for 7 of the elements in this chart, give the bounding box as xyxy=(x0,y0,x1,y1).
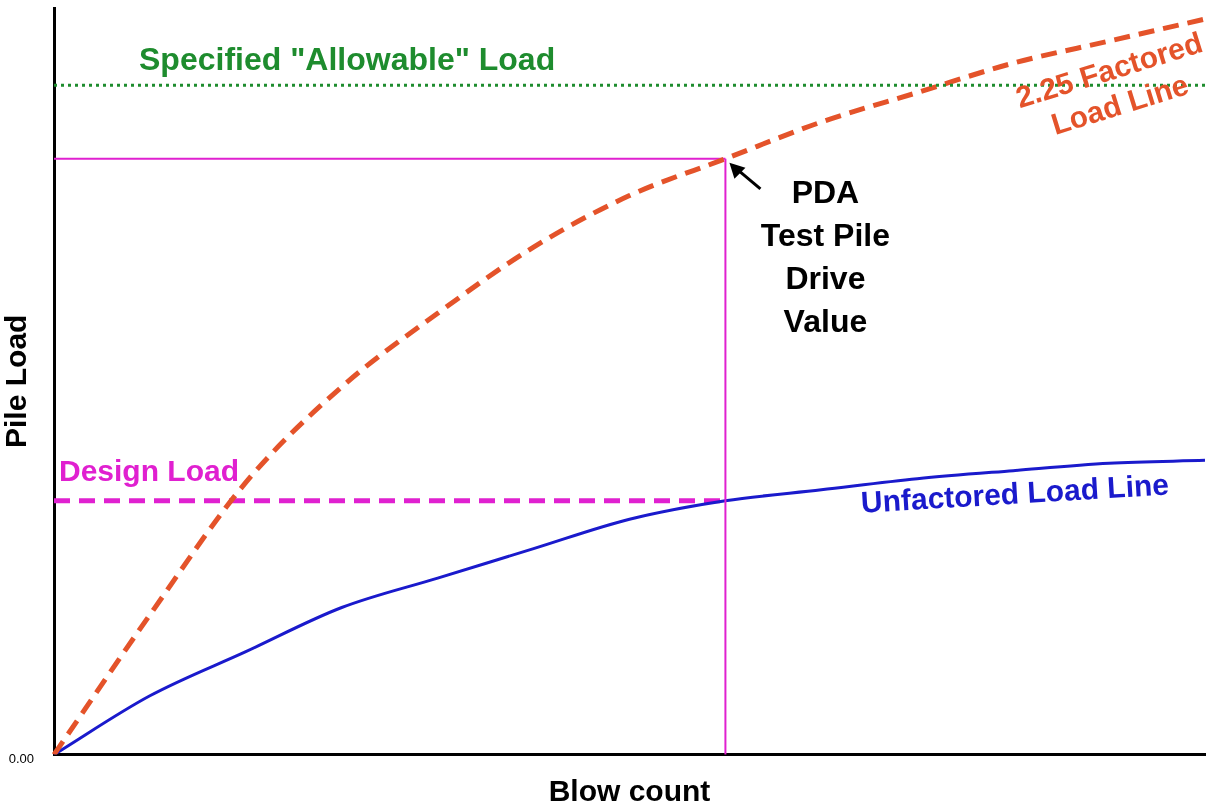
ref-line-label: Specified "Allowable" Load xyxy=(139,41,556,78)
series-label: Unfactored Load Line xyxy=(859,467,1170,519)
series-label: Design Load xyxy=(58,454,240,488)
y-axis-title: Pile Load xyxy=(0,314,33,448)
text: 0.00 xyxy=(8,751,34,767)
x-axis-title: Blow count xyxy=(548,774,711,808)
annotation: PDA Test Pile Drive Value xyxy=(760,173,891,339)
